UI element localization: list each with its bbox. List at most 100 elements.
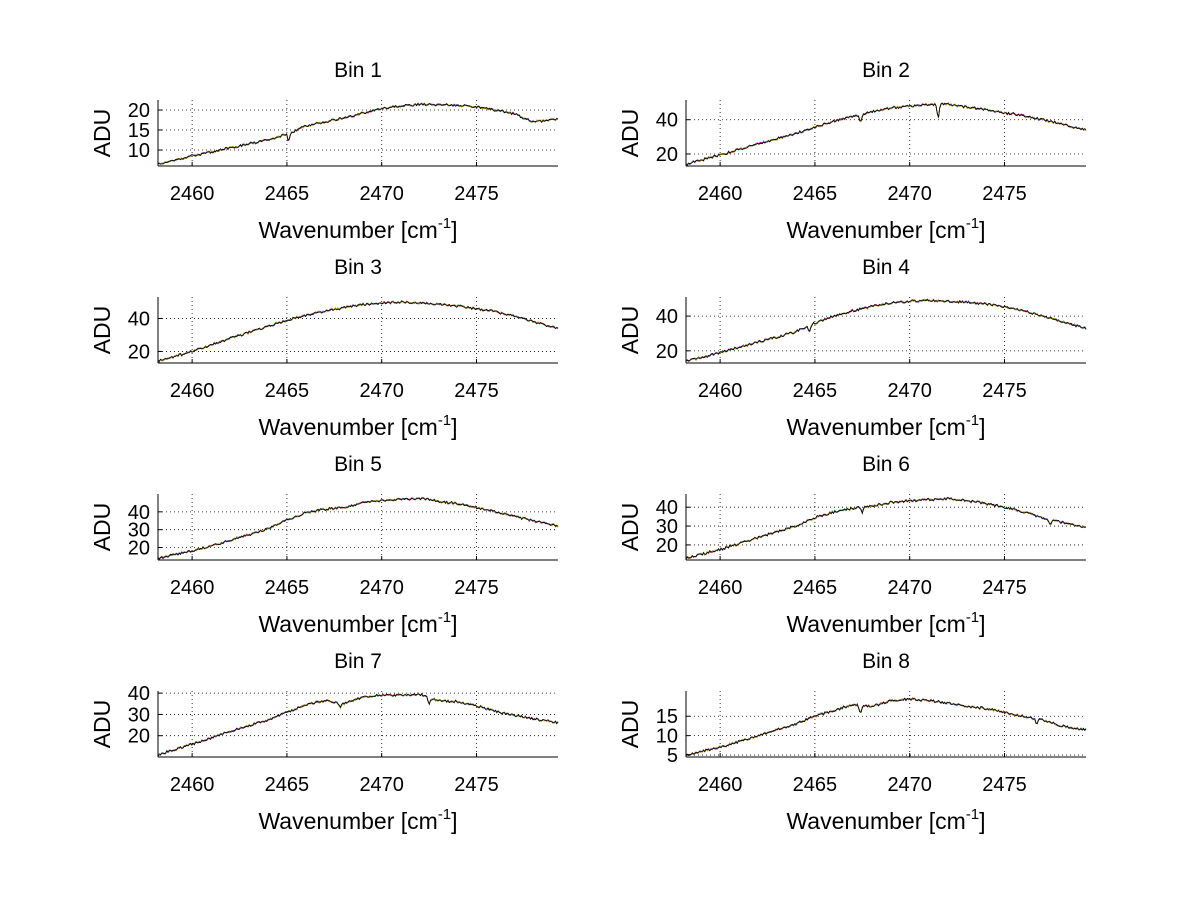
x-tick-label: 2465 xyxy=(265,380,310,402)
y-tick-label: 20 xyxy=(656,144,678,166)
x-tick-label: 2475 xyxy=(454,183,499,205)
series-line xyxy=(157,102,559,165)
y-axis-label: ADU xyxy=(617,306,643,355)
panel-bin-2: 2460 2465 2470 2475 20 40 Bin 2 Wavenumber [cm-… xyxy=(617,59,1087,243)
x-tick-label: 2460 xyxy=(170,183,215,205)
y-axis-label: ADU xyxy=(617,109,643,158)
series-line xyxy=(685,298,1087,362)
series-line xyxy=(157,497,559,560)
y-tick-label: 40 xyxy=(656,306,678,328)
series-line xyxy=(157,497,559,560)
x-tick-label: 2460 xyxy=(698,577,743,599)
series-line xyxy=(685,496,1087,559)
panel-title: Bin 1 xyxy=(334,59,382,82)
y-tick-label: 40 xyxy=(128,308,150,330)
x-tick-label: 2465 xyxy=(265,183,310,205)
y-tick-label: 20 xyxy=(128,538,150,560)
panel-title: Bin 7 xyxy=(334,650,382,673)
y-axis-label: ADU xyxy=(89,700,115,749)
series-line xyxy=(157,102,559,165)
y-tick-label: 20 xyxy=(656,341,678,363)
panel-title: Bin 5 xyxy=(334,453,382,476)
x-tick-label: 2470 xyxy=(887,577,932,599)
y-tick-label: 20 xyxy=(128,100,150,122)
series-line xyxy=(685,102,1087,166)
x-tick-label: 2475 xyxy=(454,380,499,402)
x-tick-label: 2470 xyxy=(887,380,932,402)
series-line xyxy=(157,497,559,560)
series-line xyxy=(685,697,1087,756)
y-tick-label: 5 xyxy=(667,745,678,767)
x-tick-label: 2475 xyxy=(454,774,499,796)
y-tick-label: 30 xyxy=(128,704,150,726)
y-axis-label: ADU xyxy=(89,306,115,355)
series-line xyxy=(685,102,1087,166)
x-tick-label: 2470 xyxy=(359,380,404,402)
x-tick-label: 2460 xyxy=(170,774,215,796)
y-tick-label: 40 xyxy=(656,497,678,519)
series-line xyxy=(157,102,559,165)
x-tick-label: 2470 xyxy=(359,774,404,796)
series-line xyxy=(157,102,559,165)
series-line xyxy=(157,300,559,362)
panel-title: Bin 3 xyxy=(334,256,382,279)
y-tick-label: 40 xyxy=(128,683,150,705)
series-line xyxy=(157,692,559,756)
series-line xyxy=(685,102,1087,166)
y-tick-label: 40 xyxy=(656,110,678,132)
panel-title: Bin 6 xyxy=(862,453,910,476)
series-line xyxy=(685,697,1087,756)
y-axis-label: ADU xyxy=(89,109,115,158)
series-line xyxy=(157,496,559,560)
x-tick-label: 2475 xyxy=(982,577,1027,599)
x-tick-label: 2460 xyxy=(170,577,215,599)
series-line xyxy=(157,497,559,560)
y-tick-label: 20 xyxy=(128,726,150,748)
y-tick-label: 15 xyxy=(656,706,678,728)
x-axis-label: Wavenumber [cm-1] xyxy=(258,412,457,440)
x-axis-label: Wavenumber [cm-1] xyxy=(786,215,985,243)
series-line xyxy=(157,692,559,757)
panel-title: Bin 8 xyxy=(862,650,910,673)
x-tick-label: 2465 xyxy=(793,380,838,402)
y-tick-label: 20 xyxy=(128,341,150,363)
panel-bin-3: 2460 2465 2470 2475 20 40 Bin 3 Wavenumber [cm-… xyxy=(89,256,559,440)
series-line xyxy=(157,300,559,362)
series-line xyxy=(157,300,559,363)
series-line xyxy=(685,299,1087,362)
series-line xyxy=(686,103,1087,165)
panel-title: Bin 2 xyxy=(862,59,910,82)
series-line xyxy=(157,692,559,757)
series-line xyxy=(157,300,559,362)
x-axis-label: Wavenumber [cm-1] xyxy=(258,609,457,637)
y-tick-label: 10 xyxy=(128,140,150,162)
series-line xyxy=(157,102,559,165)
series-line xyxy=(685,697,1087,756)
series-line xyxy=(157,300,559,362)
x-tick-label: 2475 xyxy=(982,380,1027,402)
x-tick-label: 2465 xyxy=(793,577,838,599)
x-axis-label: Wavenumber [cm-1] xyxy=(258,215,457,243)
series-line xyxy=(157,496,559,560)
x-tick-label: 2470 xyxy=(359,577,404,599)
series-line xyxy=(157,496,559,559)
x-tick-label: 2460 xyxy=(698,380,743,402)
x-tick-label: 2475 xyxy=(454,577,499,599)
y-tick-label: 10 xyxy=(656,726,678,748)
series-line xyxy=(157,692,559,757)
series-line xyxy=(685,298,1087,361)
series-line xyxy=(157,693,559,756)
series-line xyxy=(685,298,1087,362)
series-line xyxy=(685,697,1087,756)
x-tick-label: 2475 xyxy=(982,183,1027,205)
x-axis-label: Wavenumber [cm-1] xyxy=(786,806,985,834)
series-line xyxy=(685,697,1087,756)
x-tick-label: 2460 xyxy=(698,774,743,796)
series-line xyxy=(157,102,559,166)
x-tick-label: 2465 xyxy=(265,577,310,599)
x-tick-label: 2470 xyxy=(887,774,932,796)
